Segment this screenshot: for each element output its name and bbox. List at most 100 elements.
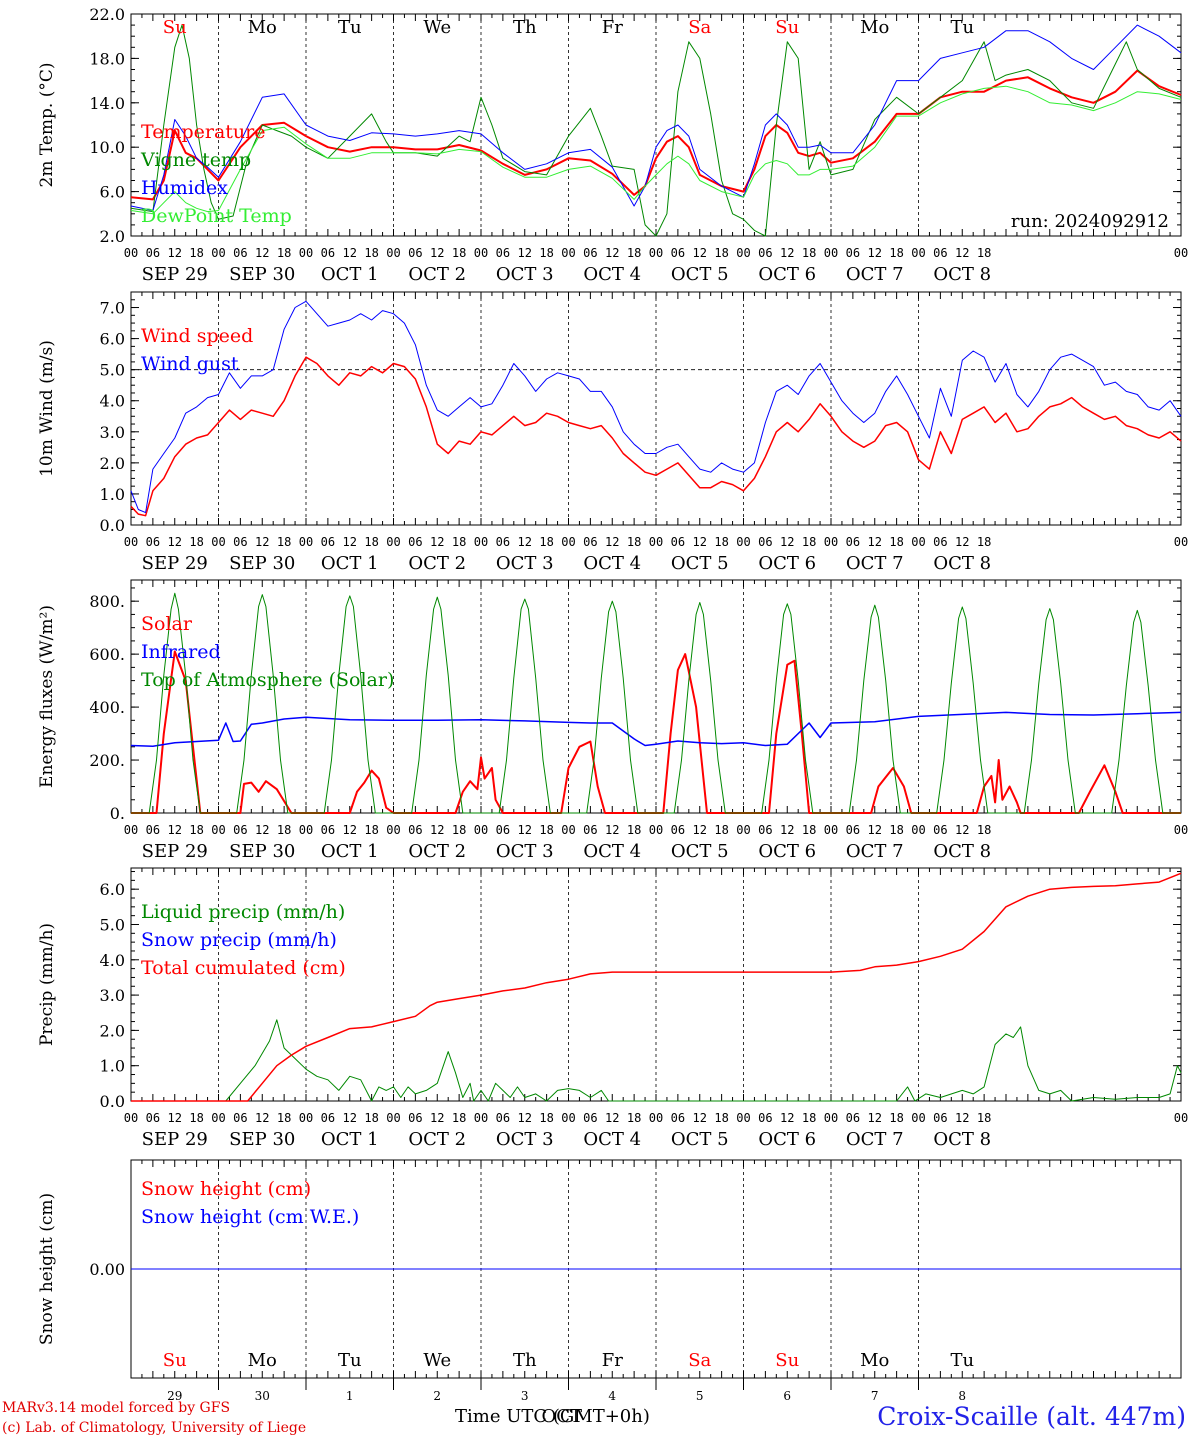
weekday-label: Tu (950, 17, 974, 38)
day-number: 4 (608, 1389, 616, 1403)
hour-label: 06 (671, 246, 685, 260)
hour-label: 00 (911, 535, 925, 549)
hour-label: 06 (321, 823, 335, 837)
hour-label: 12 (693, 246, 707, 260)
day-number: 5 (696, 1389, 704, 1403)
weekday-label: Fr (602, 1350, 623, 1371)
hour-label: 06 (408, 1111, 422, 1125)
hour-label: 18 (277, 246, 291, 260)
weekday-label: Mo (248, 17, 277, 38)
hour-label: 18 (189, 1111, 203, 1125)
hour-label: 18 (714, 535, 728, 549)
hour-label: 12 (255, 246, 269, 260)
legend-entry: Total cumulated (cm) (141, 957, 346, 979)
hour-label: 00 (561, 535, 575, 549)
hour-label: 06 (671, 1111, 685, 1125)
hour-label: 12 (868, 1111, 882, 1125)
legend-entry: Vigne temp (140, 149, 251, 171)
hour-label: 18 (364, 823, 378, 837)
hour-label: 06 (671, 823, 685, 837)
hour-label: 18 (889, 535, 903, 549)
date-label: OCT 4 (583, 264, 641, 285)
hour-label: 00 (474, 823, 488, 837)
hour-label: 18 (714, 823, 728, 837)
hour-label: 12 (430, 1111, 444, 1125)
hour-label: 00 (911, 823, 925, 837)
hour-label: 00 (386, 1111, 400, 1125)
hour-label: 12 (693, 823, 707, 837)
hour-label: 06 (846, 823, 860, 837)
weekday-label: Mo (860, 1350, 889, 1371)
series-line (130, 24, 1182, 237)
date-label: OCT 7 (846, 1129, 904, 1150)
hour-label: 00 (386, 246, 400, 260)
hour-label: 12 (605, 823, 619, 837)
date-label: SEP 29 (142, 841, 208, 862)
hour-label: 12 (343, 823, 357, 837)
legend-entry: Liquid precip (mm/h) (141, 901, 345, 923)
day-number: 1 (346, 1389, 354, 1403)
y-tick-label: 2.0 (100, 1021, 125, 1040)
hour-label: 12 (868, 246, 882, 260)
hour-label: 00 (561, 1111, 575, 1125)
y-tick-label: 0.0 (100, 516, 125, 535)
weekday-label: Mo (248, 1350, 277, 1371)
hour-label: 00 (561, 246, 575, 260)
date-label: OCT 7 (846, 841, 904, 862)
hour-label: 12 (255, 823, 269, 837)
day-number: 7 (871, 1389, 879, 1403)
hour-label: 12 (518, 535, 532, 549)
date-label: SEP 30 (229, 1129, 295, 1150)
weekday-label: We (423, 1350, 451, 1371)
legend-entry: Snow height (cm W.E.) (141, 1206, 359, 1228)
hour-label: 18 (189, 823, 203, 837)
hour-label: 06 (146, 246, 160, 260)
hour-label: 18 (364, 1111, 378, 1125)
hour-label: 06 (321, 246, 335, 260)
hour-label: 12 (605, 1111, 619, 1125)
y-tick-label: 5.0 (100, 915, 125, 934)
hour-label: 18 (627, 1111, 641, 1125)
hour-label: 00 (736, 1111, 750, 1125)
station-title: Croix-Scaille (alt. 447m) (877, 1402, 1186, 1431)
series-line (130, 85, 1182, 215)
day-number: 6 (783, 1389, 791, 1403)
date-label: OCT 6 (758, 553, 816, 574)
weekday-label: Fr (602, 17, 623, 38)
y-tick-label: 1.0 (100, 485, 125, 504)
y-tick-label: 6.0 (100, 183, 125, 202)
hour-label: 00 (649, 246, 663, 260)
hour-label: 06 (846, 1111, 860, 1125)
hour-label: 18 (364, 246, 378, 260)
run-label: run: 2024092912 (1011, 211, 1169, 232)
hour-label: 18 (452, 1111, 466, 1125)
hour-label: 00 (824, 535, 838, 549)
hour-label: 06 (933, 535, 947, 549)
weekday-label: Tu (950, 1350, 974, 1371)
hour-label: 18 (452, 535, 466, 549)
day-number: 8 (958, 1389, 966, 1403)
y-axis-label: Energy fluxes (W/m²) (37, 605, 57, 788)
hour-label: 18 (627, 535, 641, 549)
hour-label: 06 (933, 823, 947, 837)
y-tick-label: 18.0 (89, 49, 125, 68)
hour-label: 00 (124, 535, 138, 549)
hour-label: 18 (627, 246, 641, 260)
hour-label: 00 (211, 535, 225, 549)
weekday-label: Sa (688, 1350, 711, 1371)
hour-label: 18 (977, 535, 991, 549)
date-label: OCT 8 (933, 1129, 991, 1150)
y-tick-label: 5.0 (100, 361, 125, 380)
hour-label: 12 (168, 246, 182, 260)
series-line (130, 356, 1182, 517)
date-label: OCT 8 (933, 264, 991, 285)
hour-label: 18 (364, 535, 378, 549)
hour-label: 00 (1174, 1111, 1188, 1125)
y-axis-label: 2m Temp. (°C) (37, 62, 57, 187)
hour-label: 00 (211, 246, 225, 260)
hour-label: 00 (736, 246, 750, 260)
series-line (130, 24, 1182, 211)
hour-label: 00 (124, 246, 138, 260)
model-credit: MARv3.14 model forced by GFS (2, 1400, 231, 1416)
